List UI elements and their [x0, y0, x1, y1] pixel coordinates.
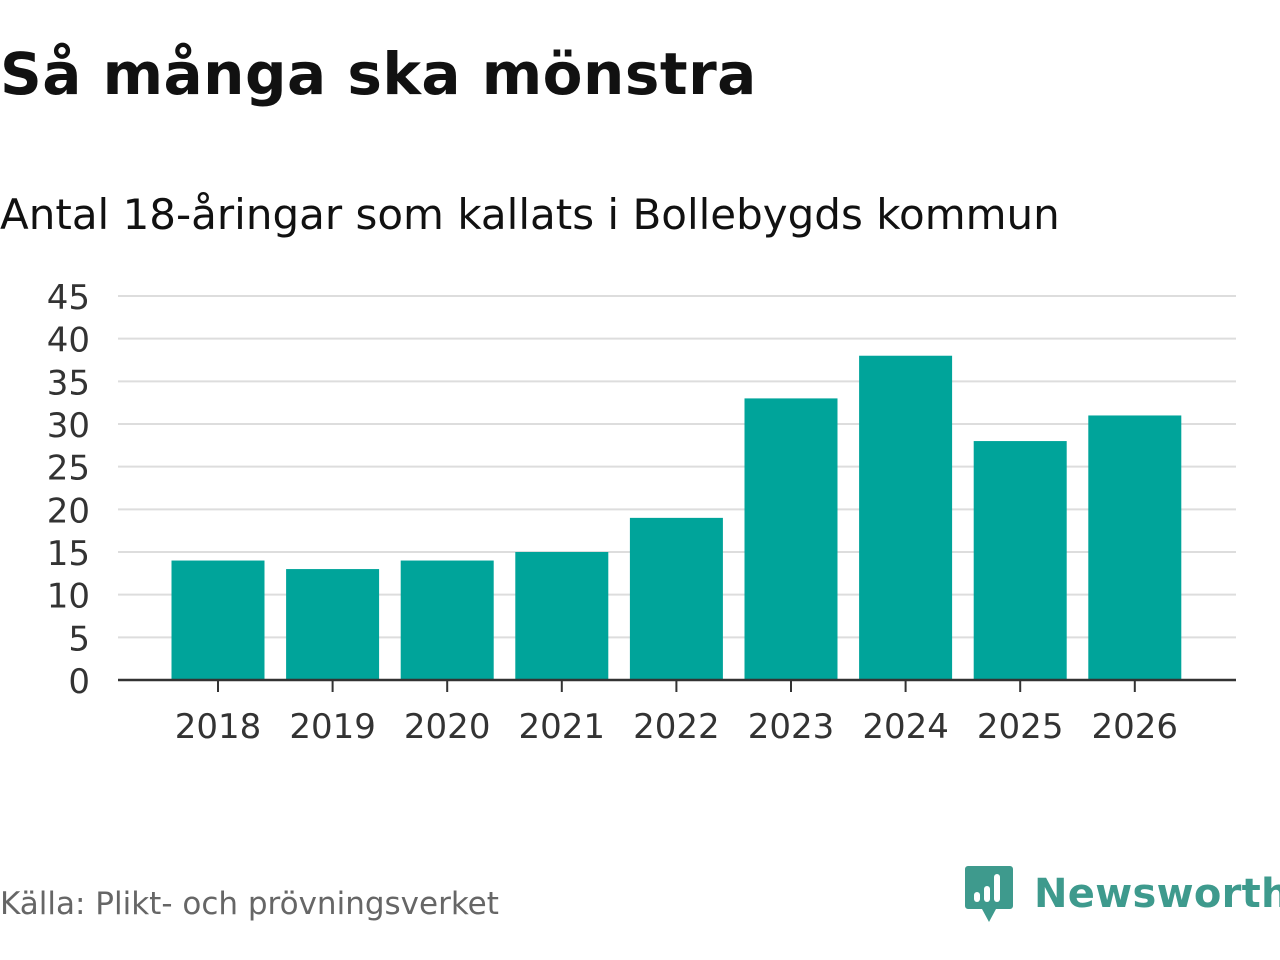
chart-title: Så många ska mönstra — [0, 40, 757, 108]
y-tick-label: 15 — [47, 534, 90, 574]
logo-text: Newsworthy — [1034, 871, 1280, 917]
y-tick-label: 25 — [47, 449, 90, 489]
source-note: Källa: Plikt- och prövningsverket — [0, 886, 499, 922]
y-tick-label: 45 — [47, 278, 90, 318]
bar-2020 — [400, 560, 494, 680]
x-axis-ticks: 2018 2019 2020 2021 2022 2023 2024 2025 2026 — [175, 680, 1178, 747]
y-tick-label: 0 — [68, 662, 90, 702]
bar-2022 — [629, 517, 723, 680]
bar-2025 — [973, 441, 1067, 680]
y-tick-label: 10 — [47, 577, 90, 617]
bar-2024 — [859, 355, 953, 680]
x-tick-label: 2020 — [404, 707, 491, 747]
y-tick-label: 5 — [68, 619, 90, 659]
x-tick-label: 2023 — [748, 707, 835, 747]
x-tick-label: 2018 — [175, 707, 262, 747]
chart-subtitle: Antal 18-åringar som kallats i Bollebygd… — [0, 190, 1060, 239]
y-tick-label: 40 — [47, 321, 90, 361]
x-tick-label: 2021 — [519, 707, 606, 747]
bar-2018 — [171, 560, 265, 680]
bars — [171, 355, 1182, 680]
x-tick-label: 2026 — [1092, 707, 1179, 747]
y-tick-label: 20 — [47, 491, 90, 531]
newsworthy-logo: Newsworthy — [964, 864, 1280, 924]
y-tick-label: 30 — [47, 406, 90, 446]
y-tick-label: 35 — [47, 363, 90, 403]
newsworthy-logo-icon — [965, 866, 1013, 922]
x-tick-label: 2024 — [862, 707, 949, 747]
bar-2023 — [744, 398, 838, 680]
bar-2019 — [286, 569, 380, 680]
x-tick-label: 2022 — [633, 707, 720, 747]
bar-2021 — [515, 552, 609, 680]
x-tick-label: 2025 — [977, 707, 1064, 747]
x-tick-label: 2019 — [289, 707, 376, 747]
bar-2026 — [1088, 415, 1182, 680]
